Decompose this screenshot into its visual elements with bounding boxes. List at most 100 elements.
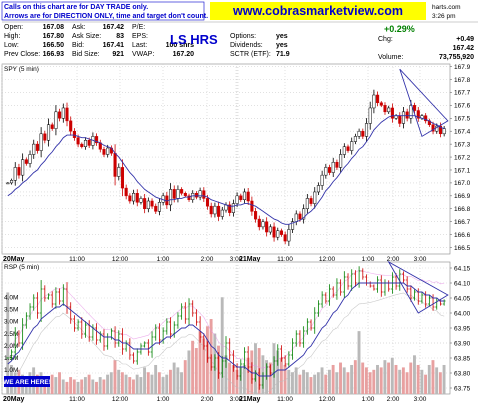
y-tick-label: 64.10 bbox=[454, 280, 471, 287]
y-tick-label: 166.6 bbox=[454, 232, 471, 239]
disclaimer-line2: Arrows are for DIRECTION ONLY, time and … bbox=[4, 13, 208, 20]
price-candle bbox=[43, 133, 47, 141]
y-tick-label: 166.9 bbox=[454, 193, 471, 200]
price-candle bbox=[320, 174, 324, 186]
rsp-y-axis: 64.15 64.10 64.05 64.00 63.95 63.90 63.85 63.80… bbox=[450, 265, 471, 392]
price-candle bbox=[372, 94, 376, 109]
volume-bar bbox=[342, 367, 346, 394]
price-candle bbox=[128, 195, 132, 202]
ask-label: Ask: bbox=[72, 24, 86, 31]
x-tick-label: 2:00 bbox=[201, 396, 214, 403]
y-tick-label: 167.1 bbox=[454, 167, 471, 174]
y-tick-label: 167.3 bbox=[454, 141, 471, 148]
volume-bar bbox=[176, 367, 180, 394]
volume-bar bbox=[187, 350, 191, 394]
price-candle bbox=[239, 195, 243, 200]
price-candle bbox=[294, 213, 298, 222]
y-tick-label: 167.9 bbox=[454, 64, 471, 71]
price-candle bbox=[154, 205, 158, 212]
volume-bar bbox=[224, 355, 228, 394]
y-tick-label: 167.7 bbox=[454, 90, 471, 97]
price-candle bbox=[205, 198, 210, 207]
price-candle bbox=[272, 226, 276, 238]
x-tick-label: 12:00 bbox=[112, 256, 129, 263]
volume-bar bbox=[150, 374, 154, 394]
price-candle bbox=[409, 105, 413, 119]
price-candle bbox=[213, 205, 217, 215]
price-candle bbox=[339, 154, 343, 168]
website-link[interactable]: www.cobrasmarketview.com bbox=[232, 4, 403, 18]
spy-panel: SPY (5 min) 167.9167.8167.7167.6167.5167… bbox=[1, 63, 471, 255]
price-candle bbox=[279, 230, 284, 235]
y-tick-label: 64.05 bbox=[454, 295, 471, 302]
volume-bar bbox=[106, 374, 110, 394]
volume-bar bbox=[302, 369, 305, 394]
volume-bar bbox=[372, 369, 376, 394]
moving-average-line bbox=[7, 115, 445, 225]
y-tick-label: 63.85 bbox=[454, 355, 471, 362]
disclaimer-box bbox=[1, 1, 205, 21]
price-candle bbox=[61, 107, 65, 119]
volume-bar bbox=[120, 372, 124, 394]
price-candle bbox=[102, 149, 106, 155]
x-tick-label: 3:00 bbox=[230, 396, 243, 403]
x-tick-label: 12:00 bbox=[319, 256, 336, 263]
price-candle bbox=[242, 191, 247, 200]
x-tick-label: 11:00 bbox=[69, 396, 85, 403]
volume-bar bbox=[61, 379, 65, 394]
volume-bar bbox=[132, 379, 135, 394]
volume-bar bbox=[298, 374, 302, 394]
price-candle bbox=[76, 137, 80, 145]
price-candle bbox=[217, 205, 221, 217]
price-candle bbox=[176, 189, 180, 199]
price-candle bbox=[150, 200, 154, 207]
price-candle bbox=[194, 193, 198, 198]
volume-bar bbox=[194, 348, 198, 394]
open-label: Open: bbox=[4, 24, 23, 31]
price-candle bbox=[324, 167, 328, 176]
price-candle bbox=[120, 167, 125, 189]
price-candle bbox=[35, 143, 39, 151]
volume-bar bbox=[276, 350, 280, 394]
price-candle bbox=[54, 111, 58, 129]
price-candle bbox=[291, 221, 295, 230]
price-candle bbox=[298, 213, 302, 220]
volume-bar bbox=[95, 381, 98, 394]
price-candle bbox=[198, 190, 202, 198]
volume-bar bbox=[413, 355, 416, 394]
volume-bar bbox=[202, 338, 206, 394]
volume-bar bbox=[87, 374, 91, 394]
options-label: Options: bbox=[230, 33, 256, 40]
volume-bar bbox=[379, 367, 383, 394]
price-candle bbox=[442, 128, 446, 135]
price-candle bbox=[342, 146, 346, 155]
price-candle bbox=[335, 161, 339, 168]
rsp-panel-title: RSP (5 min) bbox=[4, 264, 39, 271]
x-tick-label: 21May bbox=[239, 256, 261, 263]
triangle-annotation bbox=[399, 68, 449, 138]
price-candle bbox=[39, 133, 43, 151]
volume-tick-label: 2.5M bbox=[4, 331, 18, 338]
y-tick-label: 166.5 bbox=[454, 245, 471, 252]
high-label: High: bbox=[4, 33, 20, 40]
price-candle bbox=[157, 202, 161, 212]
last-price: 167.42 bbox=[453, 45, 475, 52]
x-tick-label: 11:00 bbox=[277, 396, 293, 403]
price-candle bbox=[83, 140, 88, 147]
price-candle bbox=[327, 167, 332, 173]
price-candle bbox=[305, 198, 309, 210]
price-candle bbox=[268, 226, 272, 233]
dividends-label: Dividends: bbox=[230, 42, 263, 49]
price-candle bbox=[261, 221, 265, 228]
volume-bar bbox=[91, 379, 95, 394]
bid-label: Bid: bbox=[72, 42, 84, 49]
price-candle bbox=[180, 189, 184, 194]
price-candle bbox=[139, 198, 143, 203]
sctr-label: SCTR (ETF): bbox=[230, 51, 271, 58]
chg-value: +0.49 bbox=[456, 36, 474, 43]
volume-bar bbox=[357, 331, 361, 394]
price-candle bbox=[80, 143, 84, 147]
price-candle bbox=[398, 115, 402, 124]
spy-price-marks bbox=[6, 89, 446, 246]
